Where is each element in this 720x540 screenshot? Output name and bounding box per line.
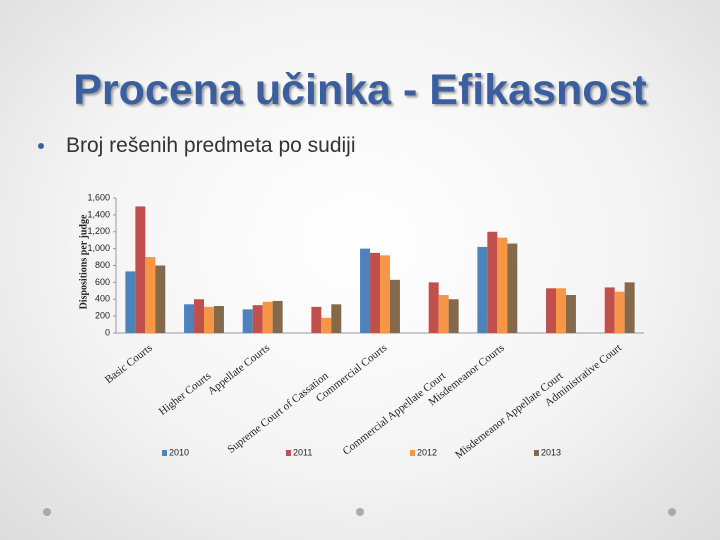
slide-title: Procena učinka - Efikasnost [73, 66, 647, 114]
bar [321, 317, 332, 333]
y-axis-label: Dispositions per judge [78, 214, 89, 309]
y-tick-label: 1,400 [87, 209, 110, 219]
legend-swatch [162, 450, 167, 456]
y-tick-label: 1,200 [87, 226, 110, 236]
bar [262, 301, 273, 333]
x-tick-label: Commercial Appellate Court [341, 370, 449, 458]
deco-dot [668, 508, 676, 516]
legend-swatch [410, 450, 415, 456]
bar [477, 246, 488, 333]
bullet-text: Broj rešenih predmeta po sudiji [66, 134, 356, 157]
bullet: Broj rešenih predmeta po sudiji [38, 134, 356, 158]
bar [272, 300, 283, 333]
bar [604, 287, 615, 333]
bullet-dot [38, 143, 44, 150]
bar [194, 299, 204, 333]
bar [624, 282, 635, 333]
bar [204, 306, 214, 333]
legend-label: 2011 [293, 447, 312, 457]
y-tick-label: 200 [95, 311, 110, 321]
bar [125, 271, 136, 333]
bar [311, 306, 322, 333]
legend-swatch [286, 450, 291, 456]
y-tick-label: 0 [105, 327, 110, 337]
y-tick-label: 1,600 [87, 192, 110, 202]
bar [497, 237, 508, 333]
bar [565, 295, 576, 333]
x-tick-label: Basic Courts [103, 342, 155, 386]
bar [135, 206, 146, 333]
bar [184, 304, 195, 333]
x-tick-label: Higher Courts [157, 370, 214, 418]
deco-dot [43, 508, 51, 516]
bar [614, 291, 625, 333]
bar [448, 299, 459, 333]
bar [155, 265, 166, 333]
legend-label: 2012 [417, 447, 437, 457]
bar [213, 306, 224, 333]
y-tick-label: 800 [95, 260, 110, 270]
x-tick-label: Appellate Courts [206, 342, 272, 398]
x-tick-label: Supreme Court of Cassation [225, 370, 331, 456]
bar [380, 255, 390, 333]
legend-label: 2013 [541, 447, 561, 457]
deco-dot [356, 508, 364, 516]
bar [331, 304, 342, 333]
bar [242, 309, 253, 333]
bar [360, 248, 371, 333]
bar [252, 305, 263, 333]
bar [438, 295, 449, 333]
bar [546, 288, 556, 333]
bar [389, 279, 400, 333]
y-tick-label: 1,000 [87, 243, 110, 253]
bar [145, 257, 156, 333]
y-tick-label: 600 [95, 277, 110, 287]
bar [507, 243, 518, 333]
legend-label: 2010 [169, 447, 189, 457]
bar [370, 252, 380, 333]
bar [556, 288, 566, 333]
legend-swatch [534, 450, 539, 456]
bar [487, 231, 498, 333]
bar [428, 282, 439, 333]
y-tick-label: 400 [95, 294, 110, 304]
